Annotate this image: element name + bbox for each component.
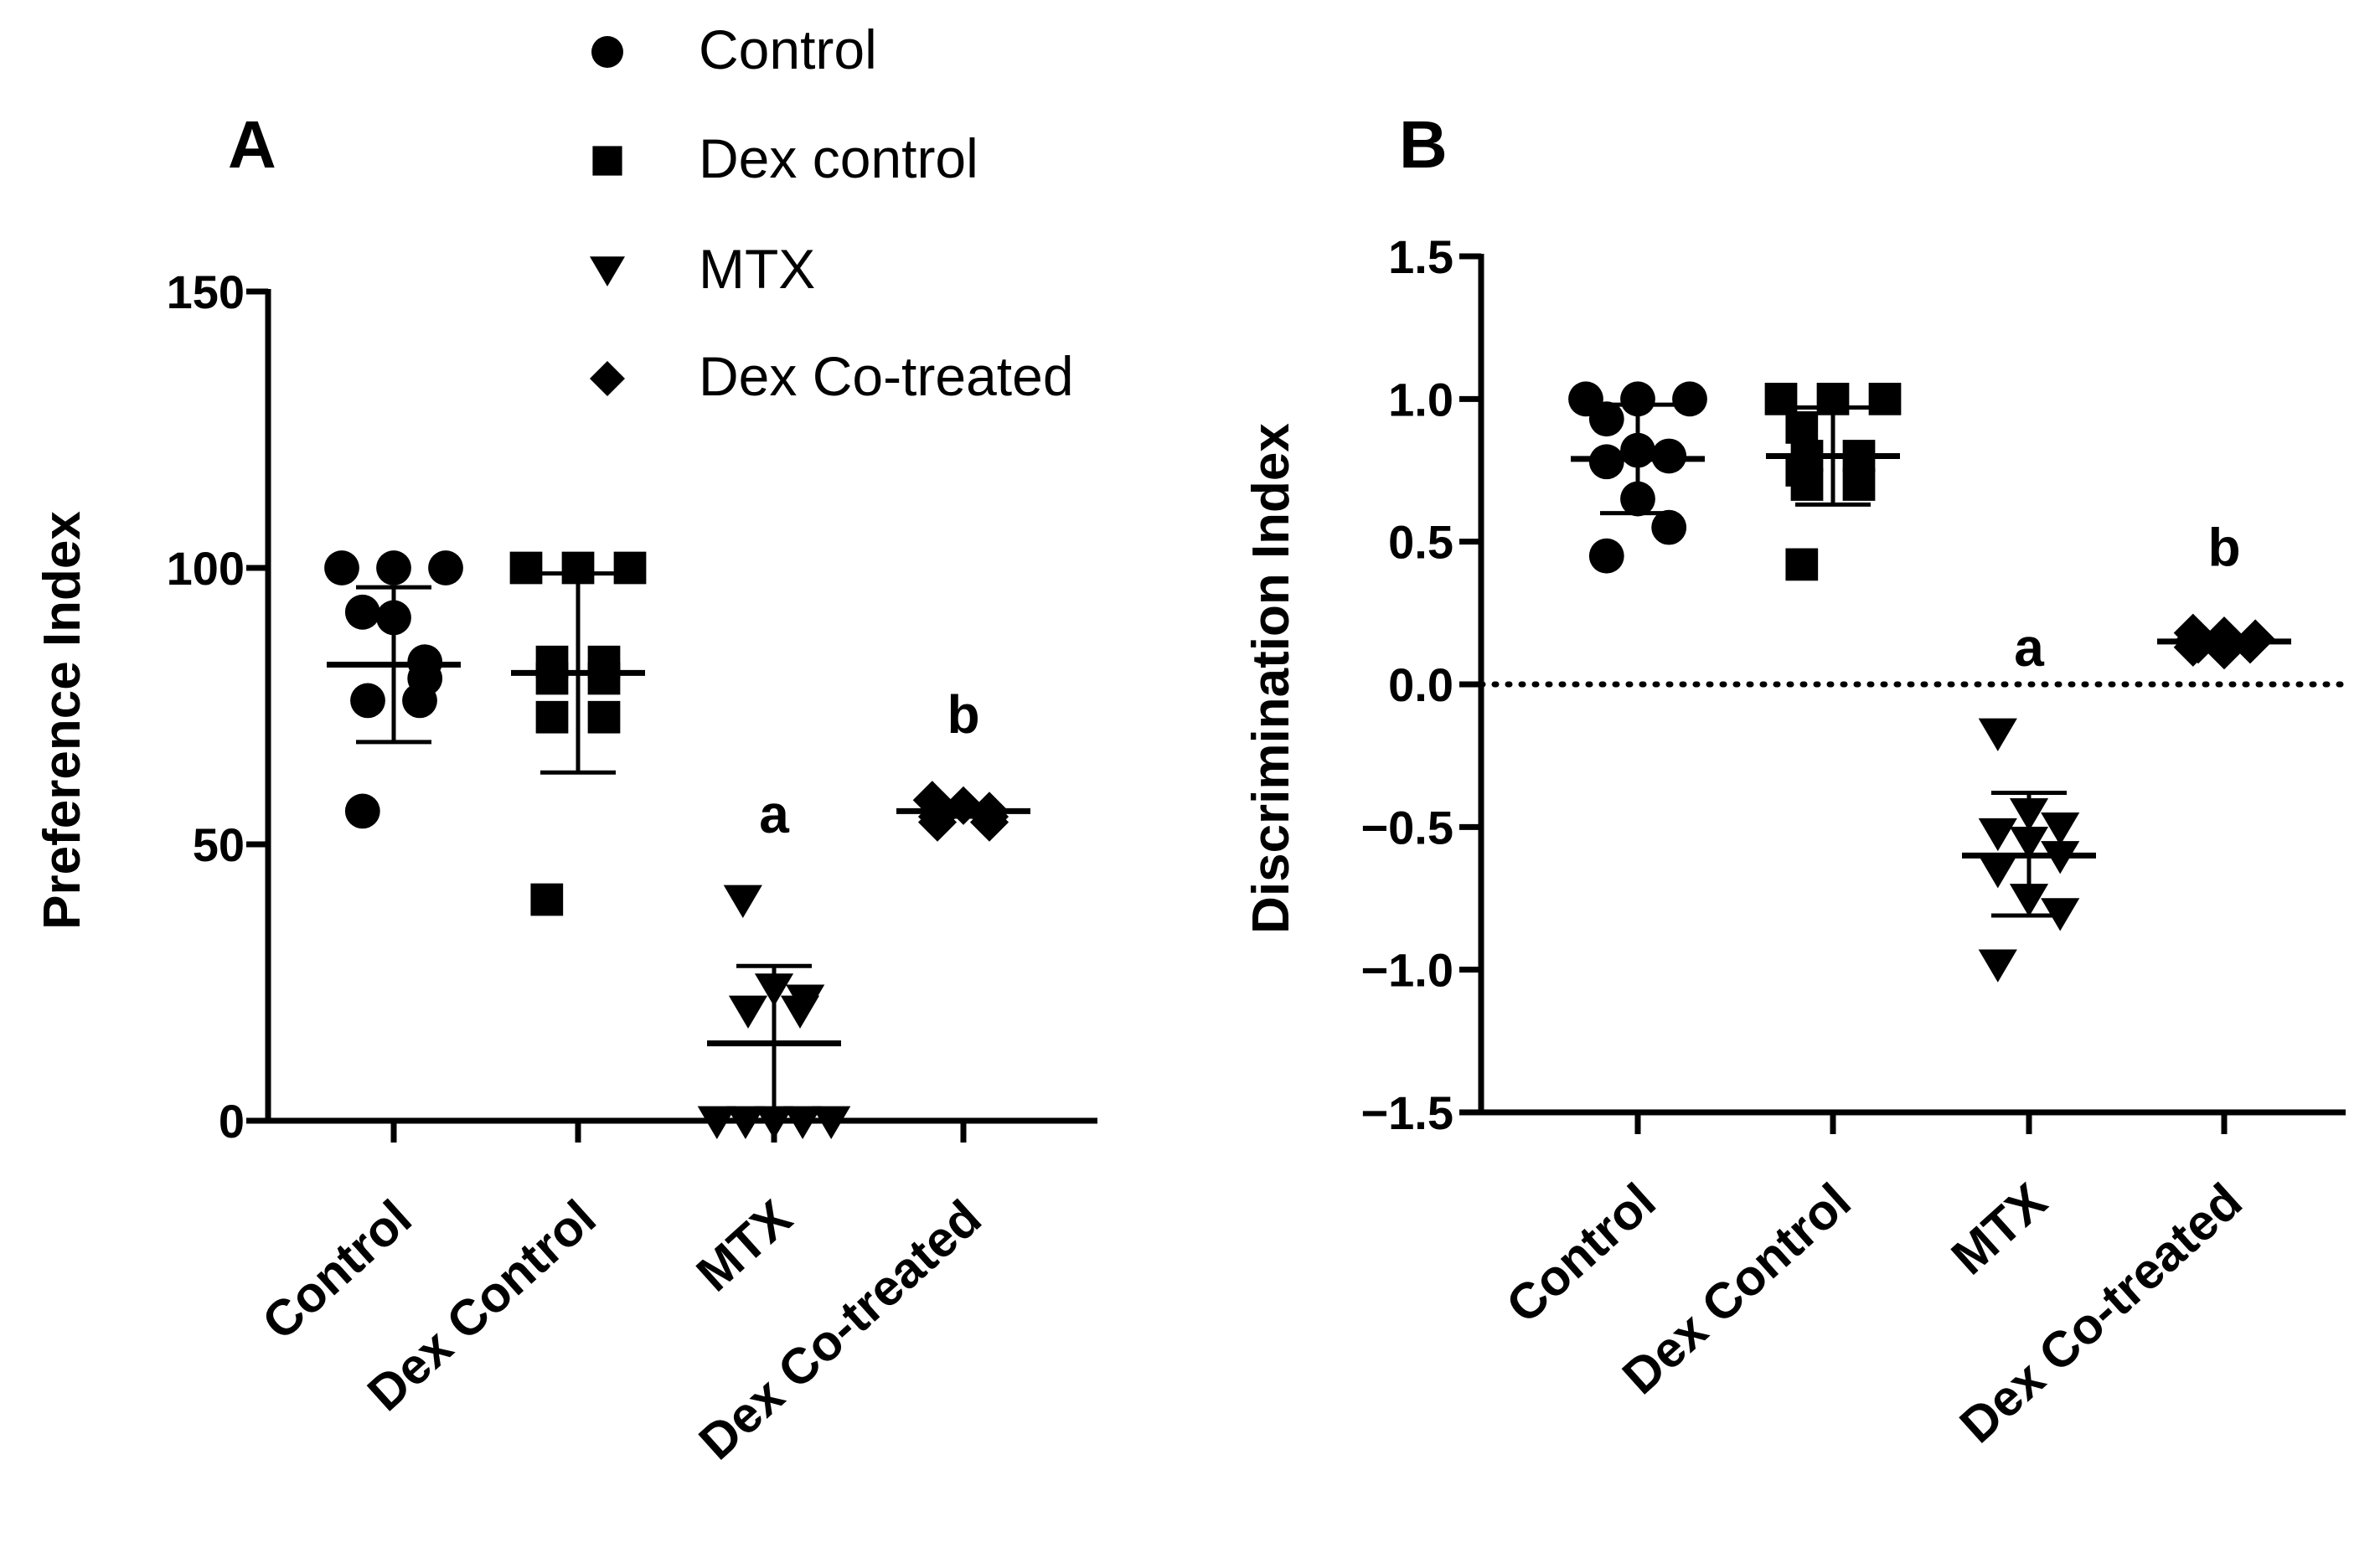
legend-marker-circle	[591, 36, 623, 68]
panel-b-y-tick-label: 1.0	[1388, 373, 1453, 426]
panel-b-x-tick-label-control: Control	[1495, 1173, 1665, 1334]
panel-b-y-axis-title: Discrimination Index	[1242, 423, 1300, 934]
panel-b-y-tick-label: −1.0	[1360, 944, 1453, 997]
panel-b-y-tick-label: 1.5	[1388, 230, 1453, 283]
panel-b-y-tick-label: 0.5	[1388, 516, 1453, 569]
panel-a-point-mtx	[697, 1106, 736, 1139]
legend-marker-diamond-shape	[590, 361, 625, 396]
legend-marker-diamond	[590, 361, 625, 396]
panel-a-y-axis-title: Preference Index	[34, 511, 91, 930]
panel-a-significance-mtx: a	[759, 784, 789, 844]
panel-b-point-mtx	[1978, 855, 2017, 889]
panel-a-letter: A	[228, 107, 276, 182]
panel-a-y-tick-label: 0	[219, 1095, 245, 1148]
panel-b-letter: B	[1399, 107, 1448, 182]
panel-a-significance-dex-co-treated: b	[947, 684, 979, 745]
legend-item-control: Control	[591, 18, 877, 80]
panel-a-point-mtx	[780, 995, 820, 1029]
panel-b-point-dex-control	[1764, 382, 1798, 415]
panel-a-point-control	[344, 793, 380, 829]
panel-b-point-dex-control	[1790, 468, 1824, 501]
panel-b-significance-mtx: a	[2014, 617, 2044, 678]
panel-a-point-dex-control	[535, 700, 569, 734]
panel-b-point-mtx	[1978, 718, 2017, 751]
panel-b-point-mtx	[1978, 949, 2017, 983]
panel-a-point-dex-control	[587, 662, 621, 695]
legend: Control Dex control MTX Dex Co-treated	[590, 18, 1074, 407]
panel-a-point-dex-co-treated	[917, 802, 958, 842]
panel-a-point-mtx	[728, 995, 768, 1029]
legend-marker-triangle	[590, 256, 625, 286]
panel-a-point-dex-control	[509, 551, 543, 585]
panel-a: A Preference Index 0 50 100 150 Control Dex C…	[34, 107, 1097, 1470]
legend-item-dex-control: Dex control	[592, 127, 978, 189]
legend-marker-square	[592, 146, 622, 176]
panel-a-point-dex-control	[530, 883, 564, 916]
panel-a-x-tick-label-control: Control	[251, 1189, 421, 1351]
legend-item-dex-co-treated: Dex Co-treated	[590, 345, 1074, 407]
legend-label-mtx: MTX	[699, 238, 815, 300]
panel-b-point-dex-control	[1785, 411, 1819, 444]
legend-label-dex-co-treated: Dex Co-treated	[699, 345, 1074, 407]
panel-b-x-tick-label-mtx: MTX	[1941, 1173, 2057, 1286]
panel-b-point-control	[1672, 381, 1707, 417]
panel-a-y-tick-label: 150	[167, 266, 245, 318]
panel-b-point-dex-control	[1842, 468, 1876, 501]
panel-b-point-dex-control	[1785, 548, 1819, 581]
panel-a-point-control	[324, 550, 359, 585]
legend-label-control: Control	[699, 18, 877, 80]
panel-b-significance-dex-co-treated: b	[2207, 518, 2240, 578]
panel-b-point-control	[1620, 381, 1655, 417]
panel-b-point-control	[1651, 509, 1687, 545]
legend-marker-circle-shape	[591, 36, 623, 68]
panel-a-point-control	[428, 550, 463, 585]
legend-marker-triangle-down-shape	[590, 256, 625, 286]
panel-a-point-mtx	[723, 885, 762, 918]
panel-b-point-control	[1588, 401, 1624, 437]
legend-item-mtx: MTX	[590, 238, 815, 300]
panel-a-point-control	[350, 683, 385, 719]
panel-a-y-tick-label: 100	[167, 542, 245, 595]
panel-a-point-dex-co-treated	[969, 802, 1009, 842]
panel-a-y-tick-label: 50	[193, 818, 245, 871]
panel-a-point-dex-control	[535, 662, 569, 695]
panel-b: B Discrimination Index −1.5 −1.0 −0.5 0.0 0.…	[1242, 107, 2349, 1453]
panel-b-y-tick-label: −0.5	[1360, 801, 1453, 854]
panel-b-point-dex-control	[1868, 382, 1902, 415]
panel-a-point-dex-control	[613, 551, 647, 585]
panel-b-point-mtx	[2041, 812, 2080, 846]
legend-marker-square-shape	[592, 146, 622, 176]
panel-a-point-mtx	[812, 1106, 851, 1139]
panel-a-point-control	[376, 550, 411, 585]
panel-b-point-mtx	[1978, 818, 2017, 852]
panel-a-point-control	[407, 661, 443, 696]
legend-label-dex-control: Dex control	[699, 127, 978, 189]
panel-a-point-control	[344, 594, 380, 630]
panel-a-x-tick-label-mtx: MTX	[686, 1189, 803, 1302]
panel-a-point-dex-control	[587, 700, 621, 734]
panel-b-y-tick-label: −1.5	[1360, 1086, 1453, 1139]
panel-b-y-tick-label: 0.0	[1388, 658, 1453, 711]
panel-b-point-control	[1588, 538, 1624, 574]
